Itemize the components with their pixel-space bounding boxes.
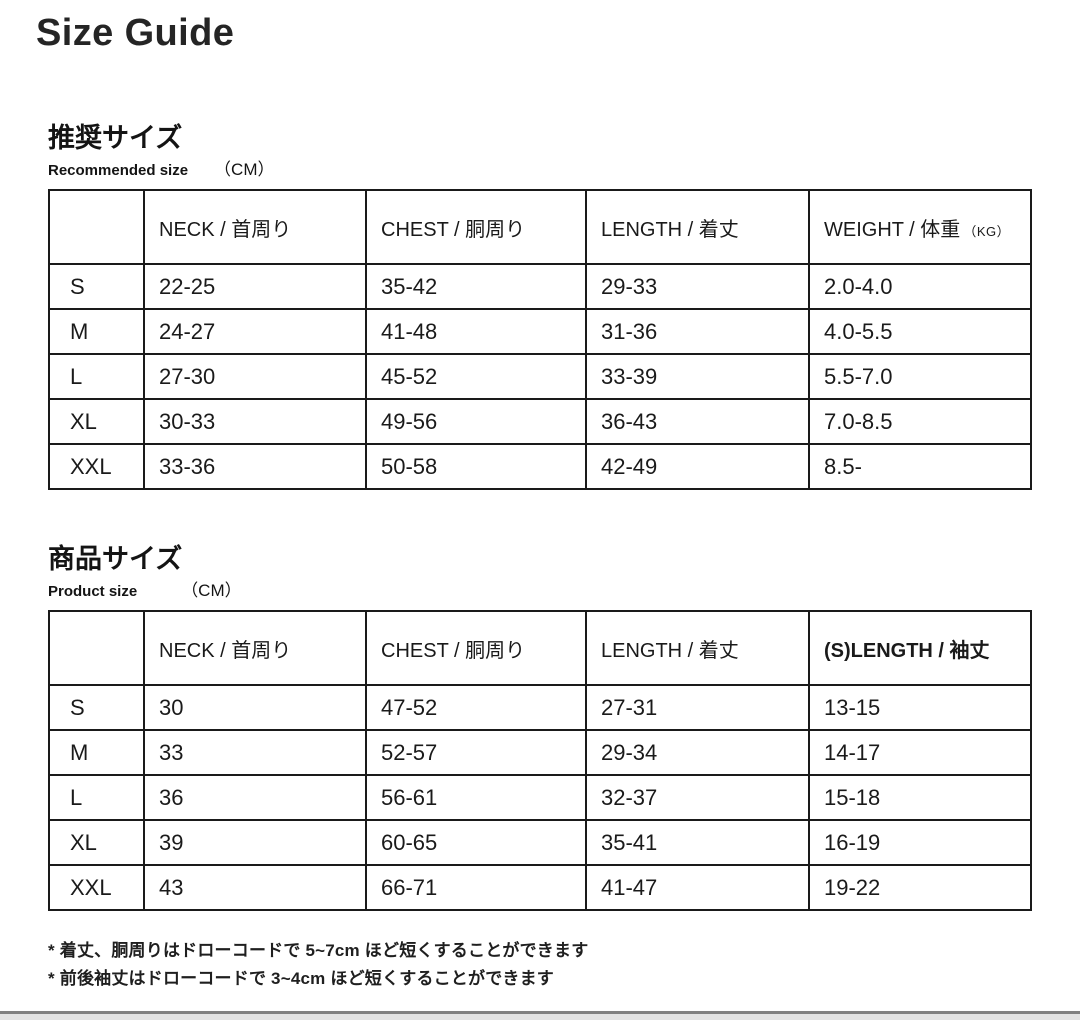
size-label-cell: XL	[48, 398, 145, 446]
size-label-cell: M	[48, 729, 145, 777]
footnotes: * 着丈、胴周りはドローコードで 5~7cm ほど短くすることができます * 前…	[48, 937, 588, 993]
footnote-length-adjust: * 着丈、胴周りはドローコードで 5~7cm ほど短くすることができます	[48, 941, 589, 960]
bottom-divider-line	[0, 1011, 1080, 1014]
length-value-cell: 33-39	[585, 353, 810, 401]
chest-value-cell: 47-52	[365, 684, 587, 732]
neck-value-cell: 36	[143, 774, 367, 822]
product-size-table: NECK / 首周り CHEST / 胴周り LENGTH / 着丈 (S)LE…	[48, 610, 1032, 912]
section-unit-label: （CM）	[214, 160, 275, 180]
section-unit-label: （CM）	[181, 581, 242, 601]
weight-value-cell: 8.5-	[808, 443, 1032, 491]
neck-value-cell: 39	[143, 819, 367, 867]
length-value-cell: 29-33	[585, 263, 810, 311]
neck-value-cell: 33	[143, 729, 367, 777]
header-cell-empty	[48, 189, 145, 266]
chest-value-cell: 56-61	[365, 774, 587, 822]
table-header-row: NECK / 首周り CHEST / 胴周り LENGTH / 着丈 (S)LE…	[48, 610, 1032, 687]
chest-value-cell: 60-65	[365, 819, 587, 867]
table-row: L 36 56-61 32-37 15-18	[48, 774, 1032, 822]
chest-value-cell: 52-57	[365, 729, 587, 777]
length-value-cell: 31-36	[585, 308, 810, 356]
product-size-section: 商品サイズ Product size （CM） NECK / 首周り CHEST…	[48, 544, 1032, 912]
recommended-size-section: 推奨サイズ Recommended size （CM） NECK / 首周り C…	[48, 123, 1032, 491]
length-value-cell: 41-47	[585, 864, 810, 912]
header-cell-empty	[48, 610, 145, 687]
table-row: S 30 47-52 27-31 13-15	[48, 684, 1032, 732]
neck-value-cell: 43	[143, 864, 367, 912]
header-cell-weight: WEIGHT / 体重 （KG）	[808, 189, 1032, 266]
recommended-size-table: NECK / 首周り CHEST / 胴周り LENGTH / 着丈 WEIGH…	[48, 189, 1032, 491]
table-row: S 22-25 35-42 29-33 2.0-4.0	[48, 263, 1032, 311]
weight-value-cell: 2.0-4.0	[808, 263, 1032, 311]
size-label-cell: XXL	[48, 864, 145, 912]
table-row: M 24-27 41-48 31-36 4.0-5.5	[48, 308, 1032, 356]
weight-value-cell: 4.0-5.5	[808, 308, 1032, 356]
chest-value-cell: 35-42	[365, 263, 587, 311]
neck-value-cell: 27-30	[143, 353, 367, 401]
table-row: XXL 43 66-71 41-47 19-22	[48, 864, 1032, 912]
sleeve-value-cell: 15-18	[808, 774, 1032, 822]
header-cell-length: LENGTH / 着丈	[585, 610, 810, 687]
header-cell-neck: NECK / 首周り	[143, 189, 367, 266]
table-row: XL 30-33 49-56 36-43 7.0-8.5	[48, 398, 1032, 446]
table-row: M 33 52-57 29-34 14-17	[48, 729, 1032, 777]
header-weight-unit: （KG）	[963, 223, 1011, 239]
chest-value-cell: 49-56	[365, 398, 587, 446]
table-header-row: NECK / 首周り CHEST / 胴周り LENGTH / 着丈 WEIGH…	[48, 189, 1032, 266]
header-cell-neck: NECK / 首周り	[143, 610, 367, 687]
size-label-cell: XXL	[48, 443, 145, 491]
section-heading-ja: 商品サイズ	[48, 544, 183, 574]
section-subheading-row: Recommended size （CM）	[48, 155, 1030, 180]
bottom-edge-shade	[0, 1014, 1080, 1020]
page-title: Size Guide	[36, 12, 235, 54]
length-value-cell: 27-31	[585, 684, 810, 732]
footnote-sleeve-adjust: * 前後袖丈はドローコードで 3~4cm ほど短くすることができます	[48, 969, 554, 988]
length-value-cell: 32-37	[585, 774, 810, 822]
table-row: XXL 33-36 50-58 42-49 8.5-	[48, 443, 1032, 491]
section-heading-en: Recommended size	[48, 162, 189, 180]
neck-value-cell: 30	[143, 684, 367, 732]
neck-value-cell: 24-27	[143, 308, 367, 356]
header-weight-label: WEIGHT / 体重	[824, 218, 961, 241]
sleeve-value-cell: 13-15	[808, 684, 1032, 732]
weight-value-cell: 5.5-7.0	[808, 353, 1032, 401]
section-heading-en: Product size	[48, 583, 138, 601]
length-value-cell: 42-49	[585, 443, 810, 491]
sleeve-value-cell: 14-17	[808, 729, 1032, 777]
size-label-cell: L	[48, 353, 145, 401]
neck-value-cell: 22-25	[143, 263, 367, 311]
sleeve-value-cell: 16-19	[808, 819, 1032, 867]
length-value-cell: 36-43	[585, 398, 810, 446]
length-value-cell: 35-41	[585, 819, 810, 867]
table-row: XL 39 60-65 35-41 16-19	[48, 819, 1032, 867]
size-label-cell: L	[48, 774, 145, 822]
length-value-cell: 29-34	[585, 729, 810, 777]
chest-value-cell: 66-71	[365, 864, 587, 912]
sleeve-value-cell: 19-22	[808, 864, 1032, 912]
neck-value-cell: 33-36	[143, 443, 367, 491]
chest-value-cell: 45-52	[365, 353, 587, 401]
section-subheading-row: Product size （CM）	[48, 576, 1030, 601]
chest-value-cell: 41-48	[365, 308, 587, 356]
header-cell-chest: CHEST / 胴周り	[365, 610, 587, 687]
header-cell-chest: CHEST / 胴周り	[365, 189, 587, 266]
neck-value-cell: 30-33	[143, 398, 367, 446]
size-label-cell: XL	[48, 819, 145, 867]
size-label-cell: S	[48, 684, 145, 732]
size-label-cell: M	[48, 308, 145, 356]
table-row: L 27-30 45-52 33-39 5.5-7.0	[48, 353, 1032, 401]
weight-value-cell: 7.0-8.5	[808, 398, 1032, 446]
size-label-cell: S	[48, 263, 145, 311]
header-cell-length: LENGTH / 着丈	[585, 189, 810, 266]
section-heading-ja: 推奨サイズ	[48, 123, 183, 153]
header-cell-sleeve-length: (S)LENGTH / 袖丈	[808, 610, 1032, 687]
chest-value-cell: 50-58	[365, 443, 587, 491]
